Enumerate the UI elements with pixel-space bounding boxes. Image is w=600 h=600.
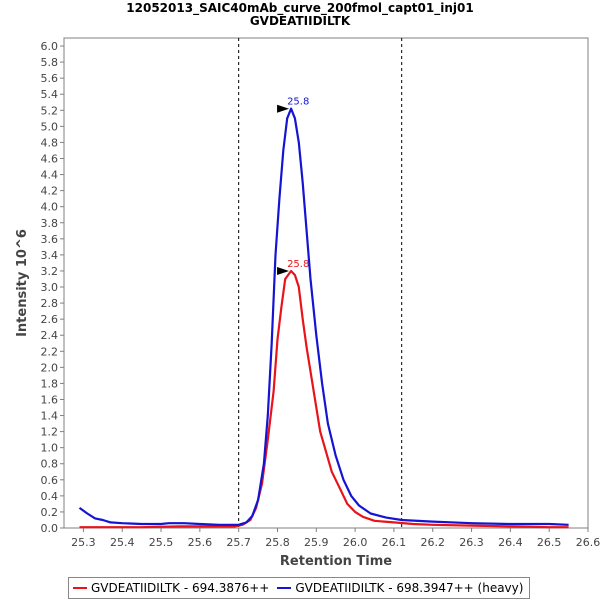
chart-subtitle: GVDEATIIDILTK (249, 14, 351, 28)
y-tick-label: 5.4 (41, 88, 59, 101)
x-tick-label: 26.0 (343, 536, 368, 549)
x-tick-label: 25.8 (265, 536, 290, 549)
y-tick-label: 0.8 (41, 458, 59, 471)
chromatogram-chart: 0.0 0.2 0.4 0.6 0.8 1.0 1.2 1.4 1.6 1.8 2.0 2.2 2.4 2… (15, 37, 600, 569)
legend-swatch-heavy (277, 587, 292, 589)
y-tick-label: 4.8 (41, 136, 59, 149)
plot-area (63, 37, 589, 529)
y-tick-label: 1.8 (41, 377, 59, 390)
y-tick-label: 5.0 (41, 120, 59, 133)
x-tick-label: 26.4 (498, 536, 523, 549)
y-tick-label: 0.4 (41, 490, 59, 503)
y-tick-label: 2.0 (41, 361, 59, 374)
x-tick-label: 26.3 (459, 536, 484, 549)
series-line-light (79, 269, 569, 529)
chart-legend: GVDEATIIDILTK - 694.3876++ GVDEATIIDILTK… (68, 577, 530, 599)
peak-label: 25.8 (287, 259, 309, 270)
y-tick-label: 3.8 (41, 217, 59, 230)
legend-swatch-light (73, 587, 87, 589)
y-tick-label: 2.4 (41, 329, 59, 342)
legend-item-heavy: GVDEATIIDILTK - 698.3947++ (heavy) (277, 581, 523, 595)
x-tick-label: 25.9 (304, 536, 329, 549)
y-tick-label: 4.4 (41, 169, 59, 182)
y-tick-label: 3.0 (41, 281, 59, 294)
y-tick-label: 3.2 (41, 265, 59, 278)
y-tick-label: 5.8 (41, 56, 59, 69)
x-tick-label: 25.3 (71, 536, 96, 549)
y-tick-label: 1.4 (41, 410, 59, 423)
x-tick-label: 26.6 (576, 536, 600, 549)
y-tick-label: 2.2 (41, 345, 59, 358)
x-tick-label: 25.6 (188, 536, 213, 549)
x-tick-label: 25.5 (149, 536, 174, 549)
y-tick-label: 4.2 (41, 185, 59, 198)
y-tick-label: 2.6 (41, 313, 59, 326)
legend-label-light: GVDEATIIDILTK - 694.3876++ (91, 581, 270, 595)
peak-marker-arrow (277, 104, 290, 113)
y-tick-label: 0.2 (41, 506, 59, 519)
legend-item-light: GVDEATIIDILTK - 694.3876++ (73, 581, 269, 595)
y-tick-label: 4.6 (41, 152, 59, 165)
y-tick-label: 4.0 (41, 201, 59, 214)
y-tick-label: 0.6 (41, 474, 59, 487)
x-tick-label: 26.2 (420, 536, 445, 549)
y-axis-label: Intensity 10^6 (15, 229, 30, 337)
x-tick-label: 25.4 (110, 536, 135, 549)
legend-label-heavy: GVDEATIIDILTK - 698.3947++ (heavy) (295, 581, 524, 595)
y-tick-label: 2.8 (41, 297, 59, 310)
y-tick-label: 6.0 (41, 40, 59, 53)
y-tick-label: 3.4 (41, 249, 59, 262)
y-tick-label: 5.6 (41, 72, 59, 85)
x-axis-label: Retention Time (280, 554, 392, 569)
y-tick-label: 3.6 (41, 233, 59, 246)
series-line-heavy (78, 107, 569, 526)
y-tick-label: 1.0 (41, 442, 59, 455)
y-tick-label: 0.0 (41, 522, 59, 535)
y-tick-label: 1.2 (41, 426, 59, 439)
chart-title: 12052013_SAIC40mAb_curve_200fmol_capt01_… (126, 1, 474, 15)
peak-marker-arrow (277, 266, 290, 275)
x-tick-label: 26.1 (382, 536, 407, 549)
y-tick-label: 5.2 (41, 104, 59, 117)
y-tick-label: 1.6 (41, 393, 59, 406)
peak-label: 25.8 (287, 97, 309, 108)
x-tick-label: 26.5 (537, 536, 562, 549)
x-tick-label: 25.7 (226, 536, 251, 549)
